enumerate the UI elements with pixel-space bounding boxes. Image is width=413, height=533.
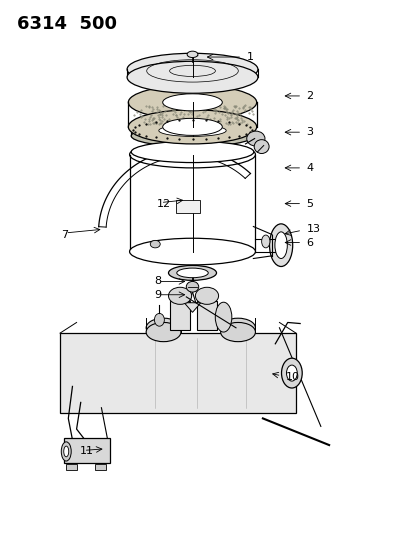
Text: 2: 2 bbox=[306, 91, 313, 101]
Bar bbox=[196, 301, 216, 330]
Ellipse shape bbox=[162, 94, 222, 111]
Text: 8: 8 bbox=[154, 277, 161, 286]
Ellipse shape bbox=[220, 318, 255, 337]
Polygon shape bbox=[184, 303, 200, 312]
Ellipse shape bbox=[186, 281, 198, 292]
Bar bbox=[176, 200, 199, 213]
Text: 7: 7 bbox=[61, 230, 68, 239]
Ellipse shape bbox=[128, 85, 256, 119]
Ellipse shape bbox=[129, 238, 255, 265]
Ellipse shape bbox=[254, 140, 268, 154]
Bar bbox=[169, 301, 189, 330]
Ellipse shape bbox=[195, 287, 218, 304]
Ellipse shape bbox=[281, 358, 301, 388]
Ellipse shape bbox=[127, 61, 257, 93]
Ellipse shape bbox=[131, 141, 253, 163]
Text: 1: 1 bbox=[246, 52, 253, 62]
Ellipse shape bbox=[286, 365, 297, 381]
Ellipse shape bbox=[168, 287, 191, 304]
Bar bbox=[95, 464, 105, 470]
Ellipse shape bbox=[154, 313, 164, 326]
Text: 10: 10 bbox=[285, 373, 299, 382]
Bar bbox=[64, 438, 109, 463]
Ellipse shape bbox=[129, 141, 255, 168]
Ellipse shape bbox=[159, 125, 225, 136]
Ellipse shape bbox=[168, 265, 216, 280]
Ellipse shape bbox=[246, 131, 264, 146]
Text: 5: 5 bbox=[306, 199, 313, 208]
Ellipse shape bbox=[215, 302, 231, 332]
Text: 4: 4 bbox=[306, 163, 313, 173]
Ellipse shape bbox=[220, 322, 255, 342]
Ellipse shape bbox=[131, 125, 253, 147]
Text: 12: 12 bbox=[156, 199, 170, 208]
Bar bbox=[66, 464, 76, 470]
Ellipse shape bbox=[131, 119, 253, 140]
Ellipse shape bbox=[146, 322, 180, 342]
Ellipse shape bbox=[162, 118, 222, 135]
Ellipse shape bbox=[187, 51, 197, 58]
Ellipse shape bbox=[61, 442, 71, 461]
Ellipse shape bbox=[274, 232, 287, 259]
Ellipse shape bbox=[176, 268, 208, 278]
Ellipse shape bbox=[64, 446, 69, 457]
Ellipse shape bbox=[150, 240, 160, 248]
Ellipse shape bbox=[128, 110, 256, 144]
Text: 3: 3 bbox=[306, 127, 313, 137]
Ellipse shape bbox=[261, 235, 269, 248]
Text: 6314  500: 6314 500 bbox=[17, 15, 116, 33]
Bar bbox=[60, 333, 295, 413]
Text: 13: 13 bbox=[306, 224, 320, 233]
Text: 9: 9 bbox=[154, 290, 161, 300]
Ellipse shape bbox=[269, 224, 292, 266]
Text: 11: 11 bbox=[79, 447, 93, 456]
Ellipse shape bbox=[127, 53, 257, 85]
Text: 6: 6 bbox=[306, 238, 313, 247]
Ellipse shape bbox=[146, 318, 180, 337]
